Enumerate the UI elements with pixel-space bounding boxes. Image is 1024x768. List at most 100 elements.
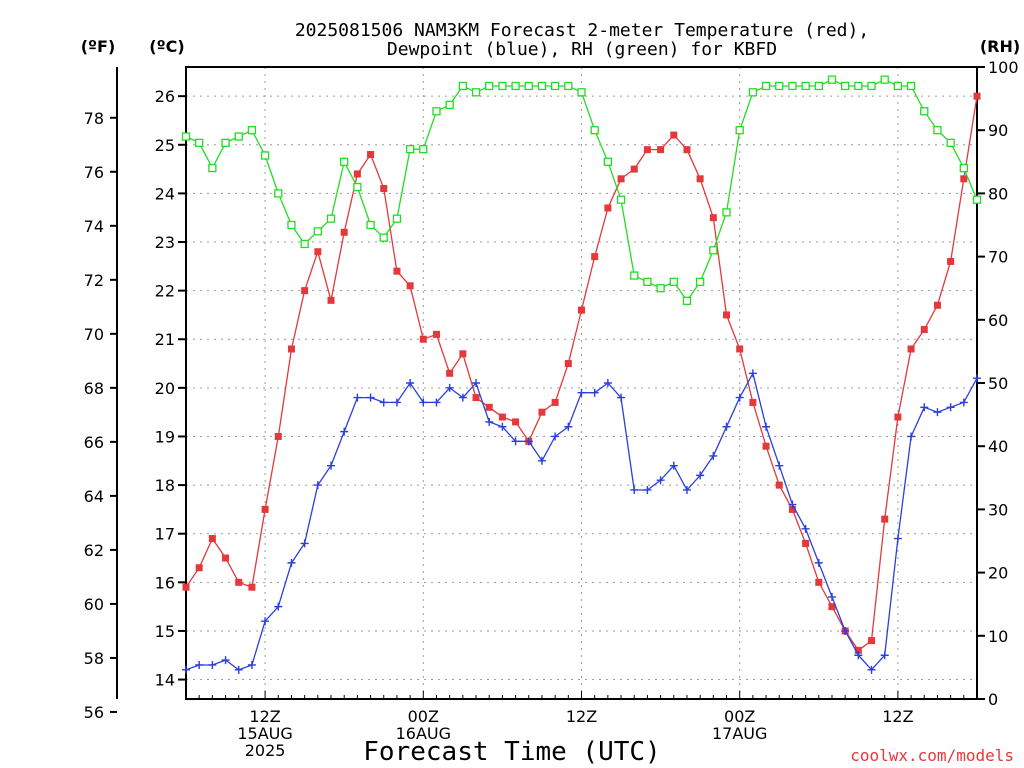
temperature-point <box>564 360 572 368</box>
x-tick-label: 12Z <box>249 707 280 726</box>
x-axis-label: Forecast Time (UTC) <box>363 737 660 767</box>
rh-point <box>775 81 784 91</box>
fahrenheit-tick-label: 76 <box>84 163 104 182</box>
rh-point <box>221 138 230 147</box>
dewpoint-point <box>287 558 296 567</box>
rh-point <box>880 75 889 84</box>
fahrenheit-tick-label: 58 <box>84 649 104 668</box>
dewpoint-point <box>485 417 494 426</box>
dewpoint-point <box>617 393 626 402</box>
temperature-point <box>775 481 783 489</box>
gridlines <box>186 67 977 699</box>
temperature-point <box>551 398 559 406</box>
temperature-point <box>947 257 955 265</box>
fahrenheit-tick-label: 78 <box>84 109 104 128</box>
fahrenheit-tick-label: 70 <box>84 325 104 344</box>
temperature-point <box>208 535 216 543</box>
rh-line <box>185 78 978 302</box>
celsius-tick-label: 16 <box>155 573 175 592</box>
rh-point <box>405 145 415 154</box>
rh-tick-label: 30 <box>988 500 1008 519</box>
rh-point <box>946 138 955 147</box>
rh-point <box>287 220 296 230</box>
celsius-tick-label: 18 <box>155 476 175 495</box>
dewpoint-point <box>854 651 863 660</box>
rh-tick-label: 70 <box>988 248 1008 267</box>
dewpoint-point <box>432 398 441 407</box>
rh-tick-label: 90 <box>988 121 1008 140</box>
rh-point <box>366 220 375 230</box>
rh-point <box>656 284 665 293</box>
dewpoint-point <box>406 379 415 387</box>
temperature-point <box>367 151 375 159</box>
dewpoint-point <box>696 471 705 480</box>
rh-point <box>471 88 481 97</box>
temperature-point <box>762 442 770 450</box>
dewpoint-point <box>195 660 204 669</box>
x-tick-label: 00Z <box>408 707 439 726</box>
temperature-point <box>920 326 928 334</box>
temperature-point <box>274 432 282 440</box>
rh-point <box>735 126 744 135</box>
rh-point <box>392 214 402 223</box>
rh-point <box>722 208 731 217</box>
rh-point <box>485 81 494 91</box>
rh-point <box>511 81 520 91</box>
temperature-point <box>406 282 414 290</box>
dewpoint-point <box>709 451 718 460</box>
rh-tick-label: 40 <box>988 437 1008 456</box>
temperature-point <box>788 505 796 513</box>
rh-point <box>234 132 243 141</box>
dewpoint-point <box>973 374 981 383</box>
dewpoint-point <box>392 398 401 407</box>
temperature-point <box>617 175 625 183</box>
dewpoint-point <box>274 602 283 611</box>
rh-point <box>247 126 257 135</box>
rh-point <box>432 107 441 116</box>
celsius-tick-label: 17 <box>155 525 175 544</box>
dewpoint-point <box>775 461 784 470</box>
temperature-point <box>459 350 467 358</box>
temperature-point <box>894 413 902 421</box>
rh-point <box>709 246 718 255</box>
temperature-point <box>643 146 651 154</box>
x-tick-label: 2025 <box>245 741 286 760</box>
rh-point <box>854 81 863 91</box>
rh-point <box>867 81 876 91</box>
dewpoint-point <box>880 651 889 660</box>
rh-point <box>445 100 454 110</box>
rh-point <box>761 81 771 91</box>
fahrenheit-tick-label: 56 <box>84 703 104 722</box>
rh-tick-label: 50 <box>988 374 1008 393</box>
x-tick-label: 12Z <box>882 707 913 726</box>
temperature-point <box>380 185 388 193</box>
dewpoint-point <box>669 461 678 470</box>
temperature-point <box>446 369 454 377</box>
rh-point <box>788 81 797 91</box>
temperature-point <box>261 505 269 513</box>
temperature-point <box>512 418 520 426</box>
rh-point <box>682 296 692 305</box>
temperature-point <box>933 301 941 309</box>
temperature-point <box>973 92 981 100</box>
temperature-point <box>393 267 401 275</box>
rh-point <box>419 145 428 154</box>
rh-tick-label: 20 <box>988 564 1008 583</box>
dewpoint-point <box>577 388 586 397</box>
rh-point <box>564 81 573 91</box>
temperature-point <box>736 345 744 353</box>
data-series <box>181 75 982 674</box>
rh-point <box>537 81 547 91</box>
rh-point <box>577 88 586 97</box>
celsius-unit-label: (ºC) <box>149 37 184 56</box>
rh-unit-label: (RH) <box>980 37 1020 56</box>
temperature-point <box>815 578 823 586</box>
dewpoint-point <box>208 660 217 669</box>
chart-title-line1: 2025081506 NAM3KM Forecast 2-meter Tempe… <box>295 20 869 41</box>
dewpoint-point <box>524 437 533 446</box>
dewpoint-point <box>366 393 375 402</box>
temperature-point <box>485 403 493 411</box>
temperature-point <box>881 515 889 523</box>
tick-labels: 56 58 60 62 64 66 68 70 72 74 76 78 14 15 16 17 18 19 20 21… <box>84 58 1019 760</box>
